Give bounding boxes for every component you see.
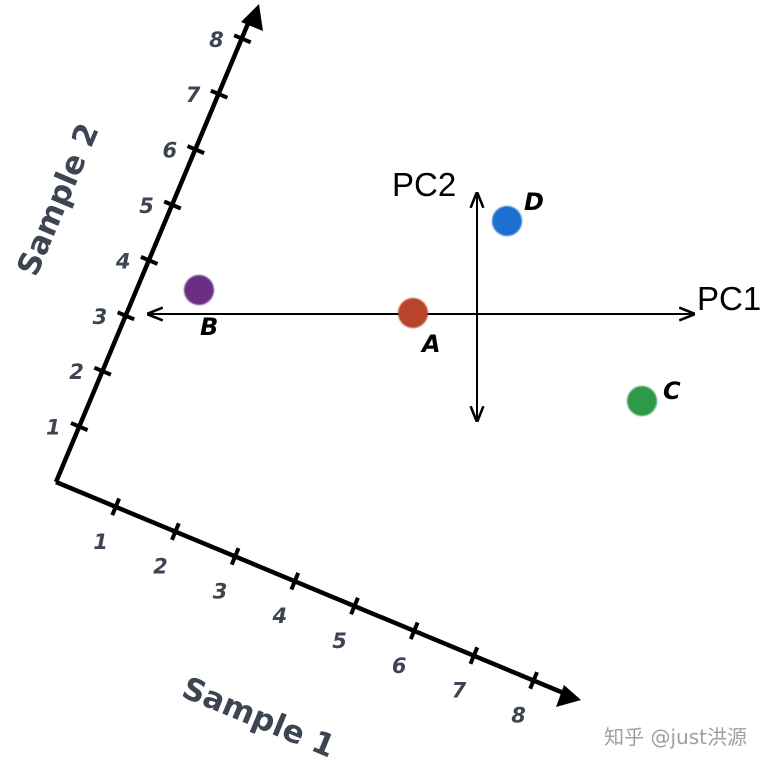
sample1-tick-4 [289,572,301,591]
point-c-label: C [663,377,681,405]
sample2-axis-title: Sample 2 [10,118,106,281]
sample2-tick-label-5: 5 [139,194,154,218]
sample1-tick-label-3: 3 [213,579,228,603]
sample1-axis-arrow [556,685,581,707]
sample2-axis-arrow [241,4,263,31]
sample2-tick-label-1: 1 [46,416,61,440]
sample2-axis-line [53,13,255,483]
sample1-tick-label-5: 5 [332,629,347,653]
sample2-tick-label-8: 8 [209,28,224,52]
sample1-tick-5 [349,596,360,616]
watermark: 知乎 @just洪源 [604,725,747,749]
sample2-tick-2 [93,365,112,377]
point-b [184,275,214,305]
sample1-tick-label-8: 8 [511,703,526,727]
sample1-tick-8 [528,671,539,690]
sample2-tick-6 [186,144,205,155]
pc1-label: PC1 [697,280,761,317]
point-d-label: D [524,188,544,216]
sample1-axis-line [55,479,567,697]
sample2-tick-1 [70,421,89,432]
sample1-tick-1 [110,497,121,516]
sample2-tick-4 [140,255,159,266]
sample2-tick-8 [233,33,252,45]
point-c [627,386,657,416]
point-a [398,298,428,328]
sample1-tick-label-7: 7 [452,679,467,703]
sample2-tick-label-6: 6 [162,139,177,163]
sample2-tick-3 [116,310,135,322]
sample1-axis-title: Sample 1 [177,670,340,765]
sample2-tick-label-3: 3 [93,305,108,329]
sample1-tick-label-2: 2 [153,555,168,579]
sample1-tick-3 [229,547,241,566]
sample2-tick-label-2: 2 [69,360,84,384]
sample2-tick-label-7: 7 [186,83,201,107]
sample2-ticks: 1 2 3 4 5 6 7 8 [46,28,252,440]
sample1-tick-2 [170,522,181,541]
sample1-tick-label-1: 1 [93,530,108,554]
sample2-tick-7 [210,88,229,100]
sample2-tick-5 [163,199,182,211]
point-b-label: B [200,313,218,341]
point-d [492,206,522,236]
point-a-label: A [420,330,441,358]
sample1-tick-label-6: 6 [392,654,407,678]
sample2-tick-label-4: 4 [115,249,131,273]
sample1-ticks: 1 2 3 4 5 6 7 8 [93,497,539,727]
sample1-tick-7 [468,646,480,665]
pc2-label: PC2 [392,166,456,203]
sample1-tick-6 [408,621,420,640]
sample1-tick-label-4: 4 [271,604,287,628]
